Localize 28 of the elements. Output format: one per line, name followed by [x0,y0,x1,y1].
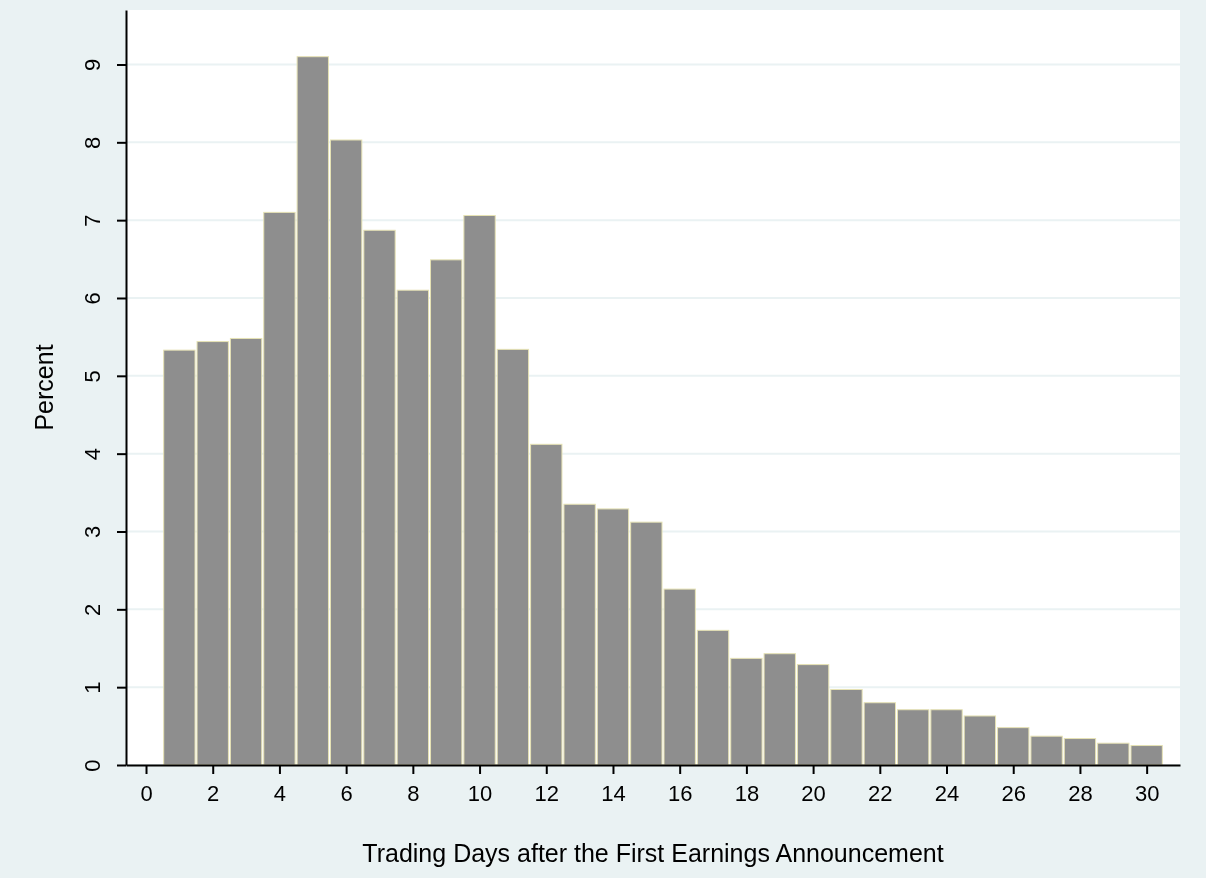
y-tick-label: 9 [80,58,105,72]
y-tick-label: 7 [80,214,105,227]
x-tick-label: 0 [140,781,153,807]
x-tick-label: 2 [207,781,220,807]
x-tick-label: 8 [407,781,420,807]
y-tick-label: 2 [80,603,105,616]
y-tick-label: 0 [80,759,105,772]
x-tick-label: 10 [467,781,493,807]
x-tick-label: 30 [1134,781,1160,807]
x-tick-label: 12 [534,781,560,807]
x-axis-title: Trading Days after the First Earnings Announcement [362,839,944,867]
y-tick-label: 4 [80,448,105,461]
y-tick-label: 1 [80,681,105,694]
x-tick-label: 24 [934,781,960,807]
x-tick-label: 14 [601,781,626,807]
x-tick-label: 22 [868,781,893,807]
x-tick-label: 20 [801,781,826,807]
x-tick-label: 16 [667,781,693,807]
x-tick-label: 28 [1068,781,1093,807]
x-tick-label: 18 [734,781,760,807]
y-tick-label: 8 [80,136,105,149]
x-tick-label: 4 [273,781,287,807]
y-tick-label: 3 [80,525,105,539]
x-tick-label: 6 [340,781,353,807]
x-tick-label: 26 [1001,781,1026,807]
y-tick-label: 6 [80,292,105,305]
y-tick-label: 5 [80,370,105,383]
y-axis-title: Percent [30,344,58,431]
